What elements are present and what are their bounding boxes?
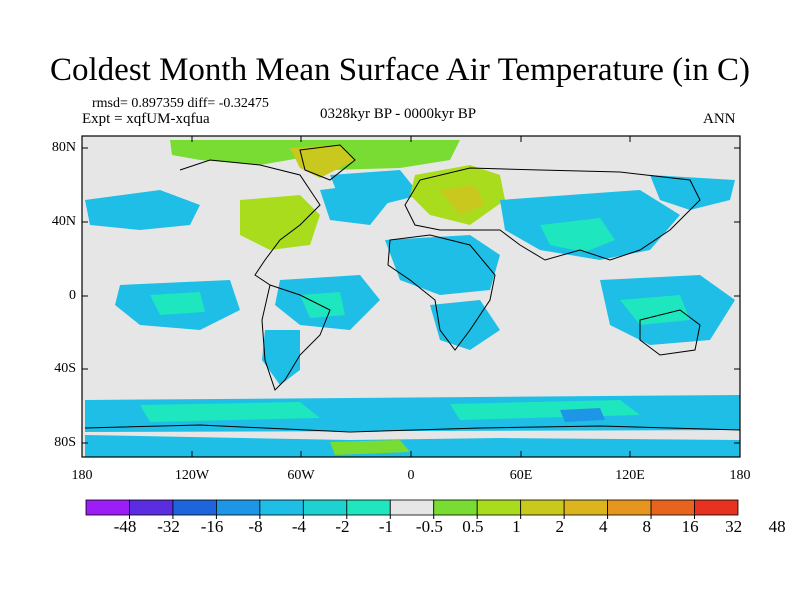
colorbar-cell	[172, 499, 217, 516]
colorbar-label: 0.5	[462, 517, 484, 536]
colorbar-cell	[346, 499, 391, 516]
colorbar-label: -32	[157, 517, 180, 536]
antarctic-cyan	[85, 435, 740, 457]
colorbar-label: 2	[555, 517, 565, 536]
colorbar-cell	[520, 499, 565, 516]
colorbar-cell	[129, 499, 174, 516]
stats-line: rmsd= 0.897359 diff= -0.32475	[92, 96, 269, 111]
lat-label: 80S	[54, 435, 76, 450]
season-label: ANN	[703, 111, 736, 127]
australia-coast	[639, 309, 701, 356]
lon-label: 180	[71, 468, 93, 483]
colorbar-label: 4	[599, 517, 608, 536]
colorbar-cell	[607, 499, 652, 516]
colorbar	[85, 499, 739, 516]
antarctic-green	[330, 440, 410, 455]
lon-label: 120W	[174, 468, 210, 483]
greenland-coast	[299, 144, 356, 181]
colorbar-label: 48	[768, 517, 786, 536]
north-america-warm	[240, 195, 320, 250]
colorbar-label: 16	[681, 517, 699, 536]
colorbar-label: 32	[725, 517, 743, 536]
lon-label: 120E	[615, 468, 645, 483]
southern-ocean-teal	[140, 402, 320, 422]
colorbar-cell	[694, 499, 739, 516]
colorbar-cell	[85, 499, 130, 516]
sahara-cyan	[385, 235, 500, 295]
pacific-teal	[150, 292, 205, 315]
colorbar-label: -8	[248, 517, 263, 536]
africa-coast	[387, 234, 496, 351]
figure-title: Coldest Month Mean Surface Air Temperatu…	[50, 52, 750, 88]
north-america-coast	[179, 159, 321, 286]
colorbar-cell	[476, 499, 522, 516]
southern-africa-cyan	[430, 300, 500, 350]
colorbar-label: 8	[642, 517, 651, 536]
colorbar-cell	[433, 499, 478, 516]
eurasia-coast	[404, 167, 701, 261]
colorbar-cell	[259, 499, 304, 516]
south-america-coast	[261, 284, 331, 391]
colorbar-cell	[563, 499, 609, 516]
colorbar-label: -4	[291, 517, 307, 536]
maritime-teal	[620, 295, 690, 325]
lat-label: 40S	[54, 361, 76, 376]
antarctic-blue	[560, 408, 605, 422]
north-atlantic-cyan	[320, 185, 390, 225]
colorbar-ticks	[128, 515, 696, 519]
anomaly-fields	[85, 140, 740, 457]
colorbar-label: -0.5	[415, 517, 443, 536]
lon-label: 180	[729, 468, 751, 483]
colorbar-cell	[302, 499, 348, 516]
colorbar-cell	[215, 499, 261, 516]
colorbar-cell	[389, 499, 435, 516]
colorbar-label: 1	[512, 517, 521, 536]
north-america-cyan	[85, 190, 200, 230]
lon-label: 60W	[287, 468, 315, 483]
colorbar-cell	[650, 499, 695, 516]
period-label: 0328kyr BP - 0000kyr BP	[320, 106, 477, 122]
lat-label: 40N	[51, 214, 76, 229]
antarctica-coast	[84, 424, 741, 433]
lon-label: 60E	[509, 468, 533, 483]
colorbar-label: -48	[113, 517, 137, 536]
south-atlantic-teal	[300, 292, 345, 318]
experiment-label: Expt = xqfUM-xqfua	[82, 111, 210, 127]
colorbar-label: -2	[335, 517, 350, 536]
colorbar-label: -1	[378, 517, 393, 536]
east-asia-cyan	[650, 175, 735, 210]
axis-ticks	[82, 136, 740, 457]
lat-label: 80N	[51, 140, 76, 155]
asia-teal	[540, 218, 615, 252]
lon-label: 0	[407, 468, 415, 483]
colorbar-label: -16	[200, 517, 224, 536]
europe-warm-core	[440, 185, 485, 215]
greenland-warm-core	[290, 145, 355, 178]
coastlines	[84, 144, 741, 433]
lat-label: 0	[69, 288, 76, 303]
